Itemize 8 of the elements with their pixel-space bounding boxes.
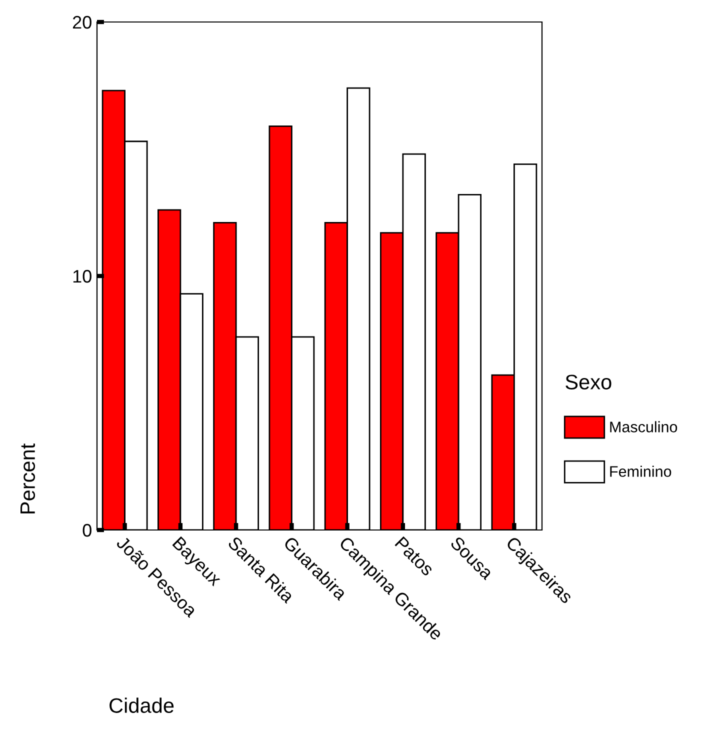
legend-label: Feminino	[610, 466, 672, 477]
y-tick-label: 20	[72, 16, 92, 29]
y-tick-label: 0	[82, 524, 92, 537]
y-axis-title: Percent	[20, 443, 36, 514]
x-axis-title: Cidade	[110, 698, 174, 713]
legend-label: Masculino	[610, 421, 678, 432]
y-tick-label: 10	[73, 270, 92, 283]
legend-title: Sexo	[566, 374, 612, 390]
